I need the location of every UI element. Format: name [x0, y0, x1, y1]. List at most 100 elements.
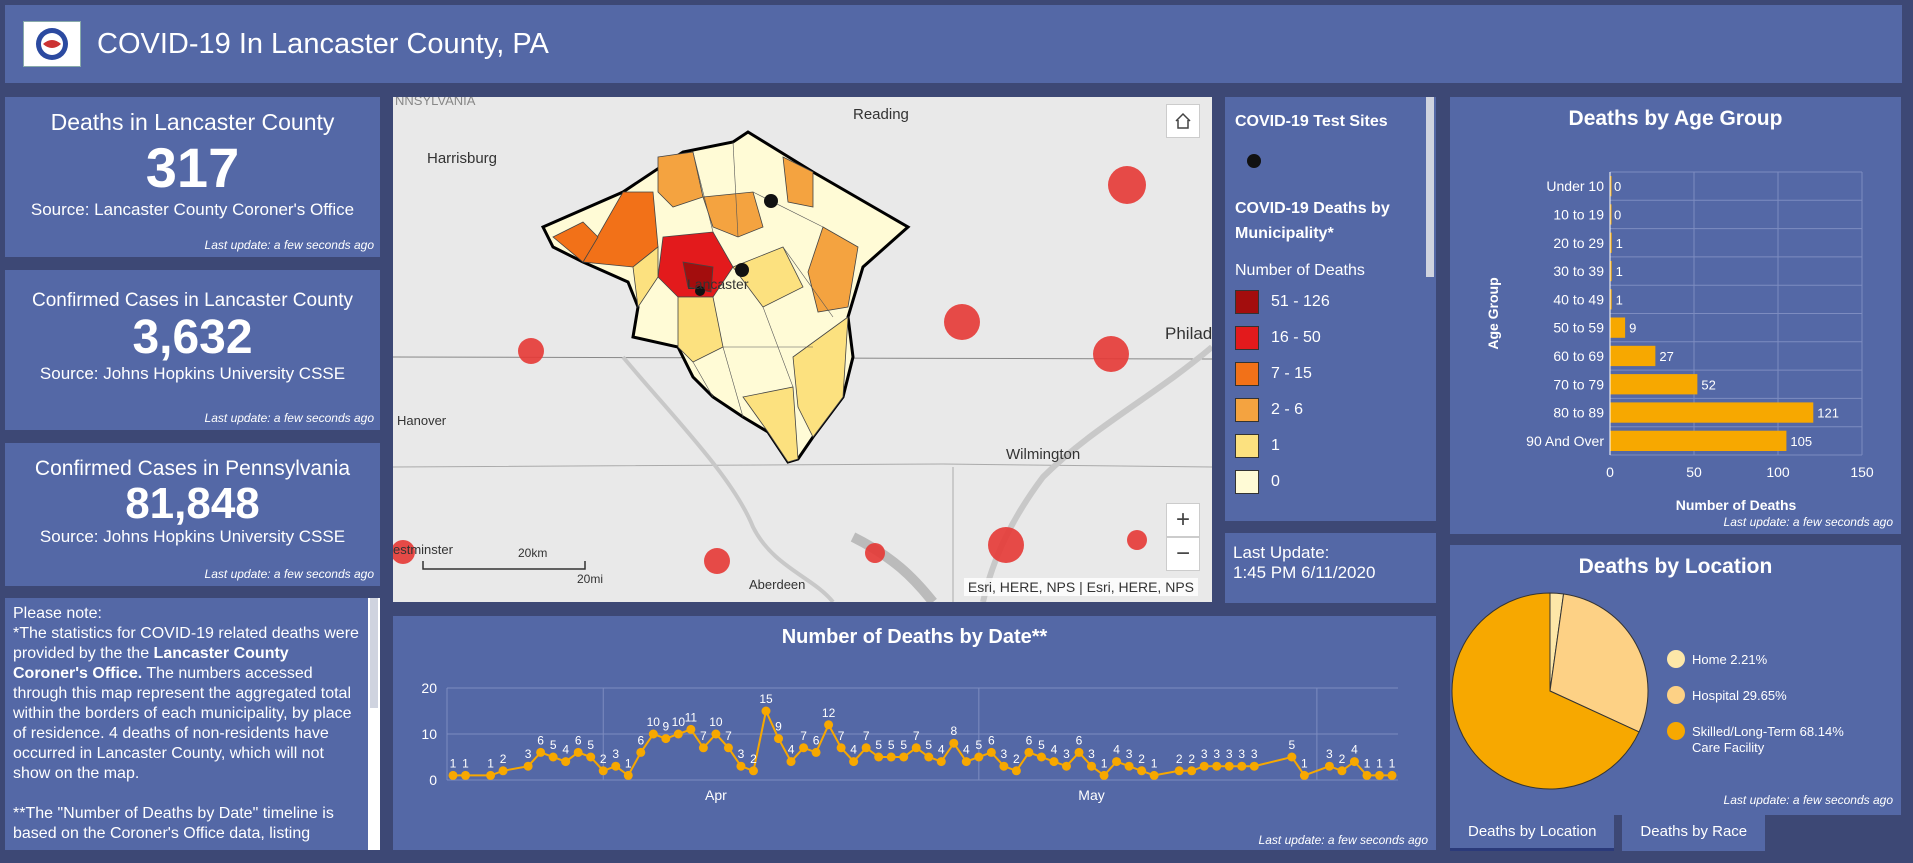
data-point — [586, 752, 596, 762]
bar — [1610, 374, 1698, 395]
bar-label: 1 — [1616, 292, 1623, 307]
county-seal-logo — [23, 21, 81, 67]
legend-label: 16 - 50 — [1271, 329, 1321, 346]
x-tick-label: 0 — [1606, 464, 1614, 480]
data-point — [561, 757, 571, 767]
y-tick-label: 90 And Over — [1526, 433, 1604, 449]
map-label: Aberdeen — [749, 577, 805, 592]
data-label: 10 — [647, 715, 661, 729]
data-point — [836, 743, 846, 753]
map-view[interactable]: NNSYLVANIA Reading Harrisburg Lancaster … — [393, 97, 1212, 602]
data-point — [924, 752, 934, 762]
y-tick-label: 0 — [429, 772, 437, 788]
y-tick-label: 30 to 39 — [1553, 263, 1604, 279]
case-marker — [393, 540, 415, 564]
y-tick-label: 20 — [421, 680, 437, 696]
tab-deaths-by-location[interactable]: Deaths by Location — [1450, 815, 1615, 851]
page-title: COVID-19 In Lancaster County, PA — [97, 27, 549, 60]
home-button[interactable] — [1166, 104, 1200, 138]
data-label: 10 — [709, 715, 723, 729]
case-marker — [1108, 166, 1146, 204]
data-point — [811, 747, 821, 757]
pie-legend-label: Skilled/Long-Term 68.14% — [1692, 724, 1844, 739]
indicator-title: Confirmed Cases in Pennsylvania — [34, 457, 351, 480]
data-point — [1187, 766, 1197, 776]
bar-label: 0 — [1614, 179, 1621, 194]
y-axis-title: Age Group — [1485, 277, 1501, 349]
legend-item: 51 - 126 — [1235, 284, 1426, 320]
bar-label: 0 — [1614, 207, 1621, 222]
legend-item: 16 - 50 — [1235, 320, 1426, 356]
data-point — [1249, 761, 1259, 771]
data-point — [448, 770, 458, 780]
data-point — [1024, 747, 1034, 757]
legend-label: 7 - 15 — [1271, 365, 1312, 382]
data-label: 4 — [1051, 743, 1058, 757]
indicator-updated: Last update: a few seconds ago — [204, 411, 374, 425]
x-tick-label: May — [1078, 787, 1104, 803]
bar-label: 52 — [1701, 377, 1715, 392]
indicator-title: Deaths in Lancaster County — [50, 109, 335, 135]
county-cases-indicator: Confirmed Cases in Lancaster County 3,63… — [5, 270, 380, 430]
data-point — [1149, 770, 1159, 780]
data-label: 5 — [1288, 738, 1295, 752]
data-point — [686, 724, 696, 734]
data-point — [461, 770, 471, 780]
legend-swatch — [1235, 326, 1259, 350]
tab-deaths-by-race[interactable]: Deaths by Race — [1622, 815, 1766, 851]
map-label: estminster — [393, 542, 454, 557]
data-label: 4 — [788, 743, 795, 757]
zoom-in-button[interactable]: + — [1166, 503, 1200, 537]
data-point — [824, 720, 834, 730]
data-label: 6 — [575, 733, 582, 747]
chart-title: Deaths by Location — [1578, 555, 1773, 578]
data-label: 3 — [1213, 747, 1220, 761]
indicator-updated: Last update: a few seconds ago — [204, 238, 374, 252]
map-legend[interactable]: COVID-19 Test Sites COVID-19 Deaths by M… — [1225, 97, 1436, 521]
data-point — [886, 752, 896, 762]
test-site-marker — [695, 286, 705, 296]
data-label: 1 — [1376, 756, 1383, 770]
note-scrollbar[interactable] — [370, 598, 378, 708]
data-label: 6 — [988, 733, 995, 747]
data-label: 1 — [450, 756, 457, 770]
data-label: 2 — [500, 752, 507, 766]
scale-mi: 20mi — [577, 572, 603, 586]
map-canvas[interactable]: NNSYLVANIA Reading Harrisburg Lancaster … — [393, 97, 1212, 602]
data-point — [723, 743, 733, 753]
legend-label: 51 - 126 — [1271, 293, 1330, 310]
pie-chart-svg[interactable]: Home 2.21% Hospital 29.65% Skilled/Long-Te… — [1450, 575, 1901, 815]
zoom-out-button[interactable]: − — [1166, 537, 1200, 571]
x-tick-label: 150 — [1850, 464, 1874, 480]
data-point — [1099, 770, 1109, 780]
data-label: 7 — [700, 729, 707, 743]
data-label: 4 — [1113, 743, 1120, 757]
pie-slice — [1549, 593, 1649, 733]
bar-label: 1 — [1616, 236, 1623, 251]
data-label: 5 — [925, 738, 932, 752]
data-point — [849, 757, 859, 767]
note-panel[interactable]: Please note: *The statistics for COVID-1… — [5, 598, 380, 850]
pie-legend-label: Home 2.21% — [1692, 652, 1768, 667]
data-point — [899, 752, 909, 762]
data-point — [1324, 761, 1334, 771]
legend-scrollbar[interactable] — [1426, 97, 1434, 277]
data-label: 4 — [562, 743, 569, 757]
data-point — [573, 747, 583, 757]
data-point — [986, 747, 996, 757]
case-marker — [518, 338, 544, 364]
case-marker — [944, 304, 980, 340]
data-label: 7 — [725, 729, 732, 743]
note-paragraph-1: *The statistics for COVID-19 related dea… — [13, 625, 359, 782]
bar-chart-svg[interactable]: 0 50 100 150 Under 10 0 10 to 19 0 20 to 29 1 30 t… — [1450, 127, 1901, 527]
data-point — [974, 752, 984, 762]
data-label: 2 — [600, 752, 607, 766]
data-point — [748, 766, 758, 776]
bar-label: 121 — [1817, 406, 1839, 421]
data-point — [1174, 766, 1184, 776]
note-heading: Please note: — [13, 605, 102, 622]
data-point — [1112, 757, 1122, 767]
series-line — [453, 707, 1392, 777]
data-point — [736, 761, 746, 771]
